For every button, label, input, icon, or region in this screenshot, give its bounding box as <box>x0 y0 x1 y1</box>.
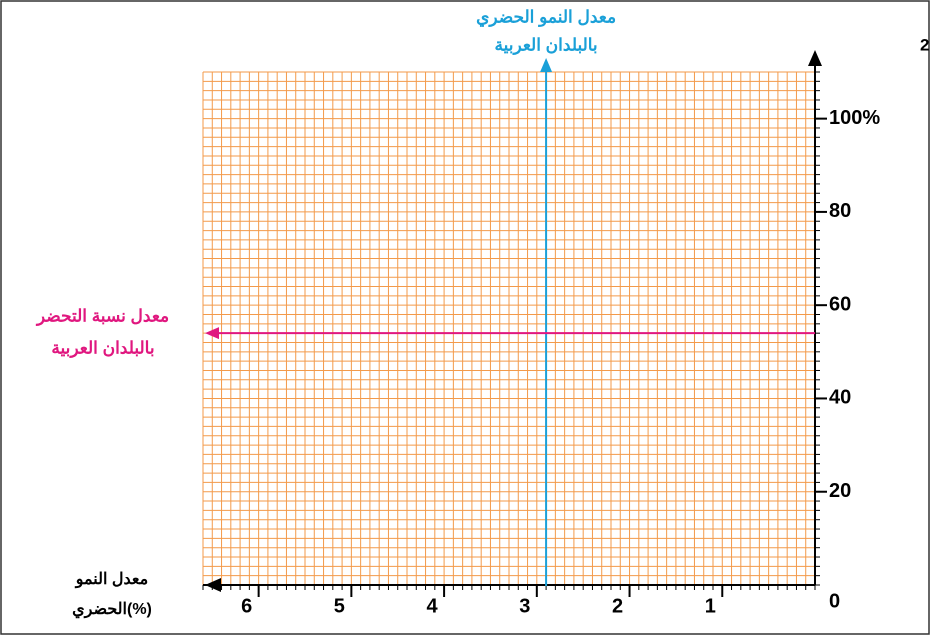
x-tick-label: 5 <box>334 595 345 617</box>
x-axis-title: معدل النمو <box>75 571 148 589</box>
reference-arrow <box>205 327 219 340</box>
x-tick-label: 2 <box>612 595 623 617</box>
x-tick-label: 3 <box>519 595 530 617</box>
y-tick-label: 100% <box>829 107 880 129</box>
reference-label: بالبلدان العربية <box>495 35 598 55</box>
reference-label: معدل نسبة التحضر <box>35 307 169 327</box>
x-tick-label: 4 <box>427 595 439 617</box>
y-axis-arrow <box>808 50 822 66</box>
x-tick-label: 1 <box>705 595 716 617</box>
origin-label: 0 <box>829 590 840 612</box>
y-axis-title: نسبة التحضر 2001 <box>920 35 930 55</box>
x-axis-arrow <box>205 578 221 592</box>
reference-arrow <box>540 58 553 72</box>
y-tick-label: 60 <box>829 293 851 315</box>
x-tick-label: 6 <box>241 595 252 617</box>
reference-label: معدل النمو الحضري <box>476 7 616 27</box>
reference-label: بالبلدان العربية <box>51 339 154 359</box>
y-tick-label: 20 <box>829 480 851 502</box>
y-tick-label: 40 <box>829 387 851 409</box>
x-axis-title: الحضري(%) <box>72 601 152 619</box>
y-tick-label: 80 <box>829 200 851 222</box>
